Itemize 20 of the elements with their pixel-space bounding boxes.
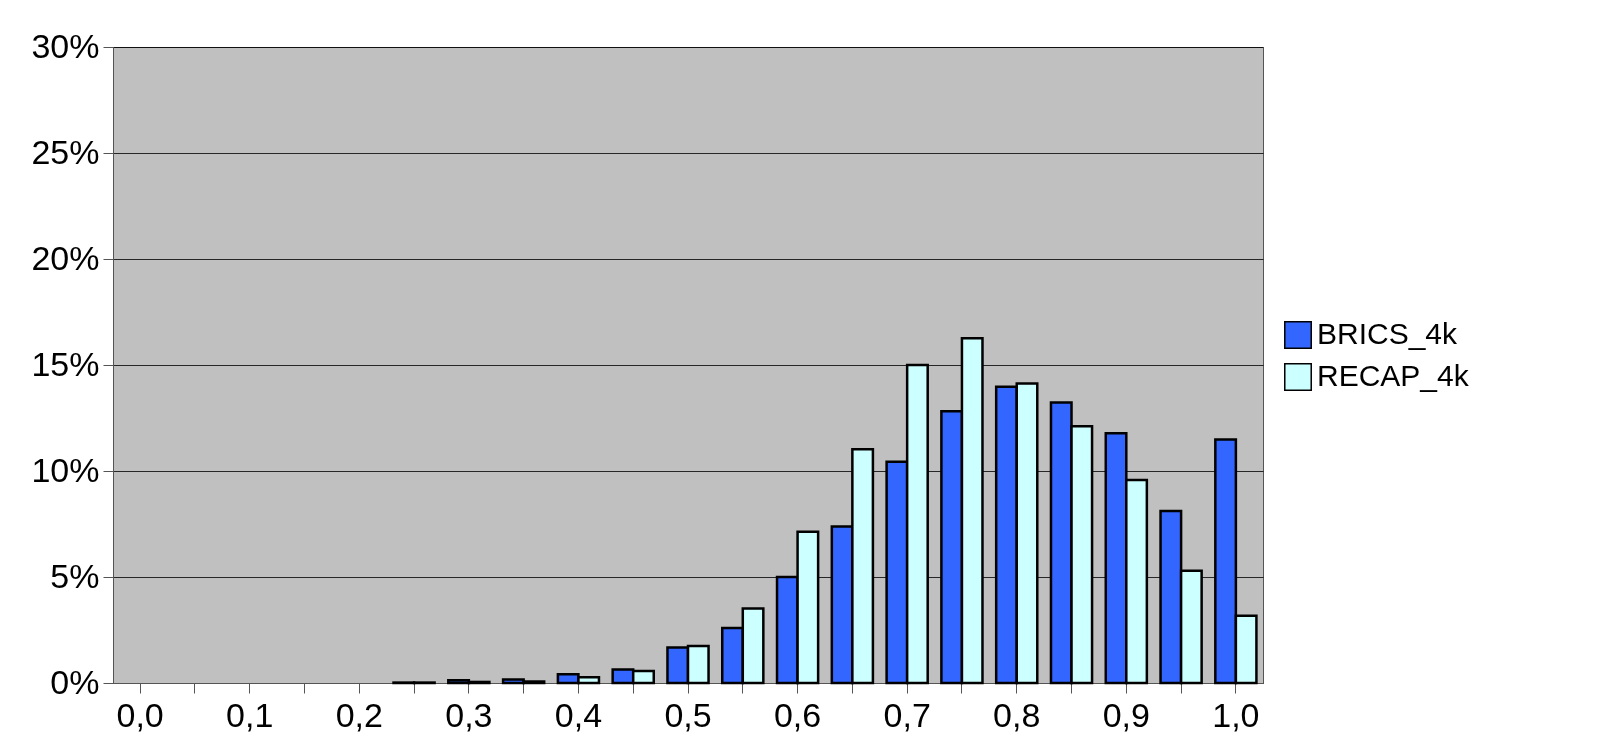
legend-label: RECAP_4k [1317, 359, 1470, 392]
y-tick-label: 20% [31, 238, 100, 277]
x-tick-label: 0,7 [883, 695, 931, 734]
x-tick-label: 0,3 [445, 695, 493, 734]
y-tick-label: 30% [31, 26, 100, 65]
x-tick-label: 0,9 [1102, 695, 1150, 734]
x-tick-label: 0,0 [116, 695, 164, 734]
y-tick-label: 0% [50, 662, 100, 701]
x-tick-label: 0,1 [226, 695, 274, 734]
y-tick-label: 10% [31, 450, 100, 489]
x-tick-label: 1,0 [1212, 695, 1260, 734]
x-tick-label: 0,5 [664, 695, 712, 734]
y-tick-label: 5% [50, 556, 100, 595]
y-tick-label: 15% [31, 344, 100, 383]
y-tick-label: 25% [31, 132, 100, 171]
legend-label: BRICS_4k [1317, 317, 1459, 350]
x-tick-label: 0,2 [335, 695, 383, 734]
x-tick-label: 0,6 [773, 695, 822, 734]
x-tick-label: 0,4 [554, 695, 603, 734]
x-tick-label: 0,8 [993, 695, 1041, 734]
